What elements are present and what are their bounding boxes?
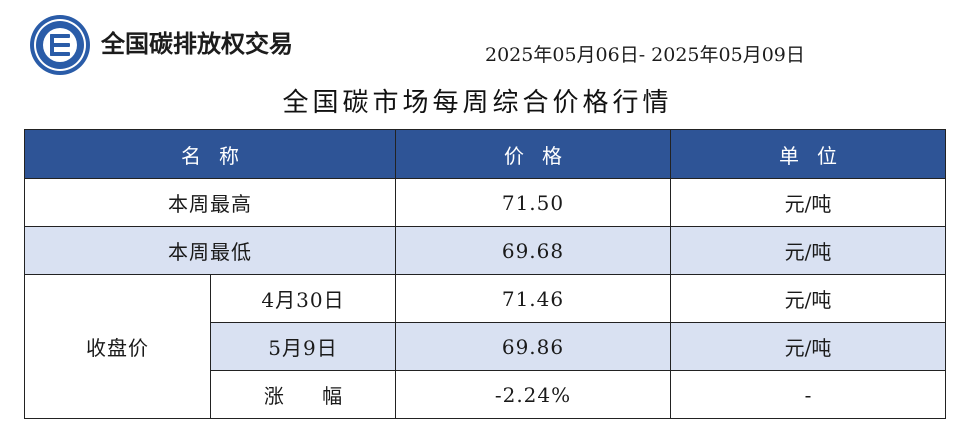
- closing-price-group-label: 收盘价: [24, 274, 211, 419]
- change-label: 涨 幅: [210, 370, 396, 419]
- row-label-weekly-low: 本周最低: [24, 226, 396, 275]
- table-row-close-may9: 5月9日 69.86 元/吨: [25, 322, 946, 371]
- close-price-may9: 69.86: [395, 322, 671, 371]
- close-date-may9: 5月9日: [210, 322, 396, 371]
- carbon-exchange-logo-icon: [30, 15, 90, 75]
- table-header-row: 名称 价格 单位: [24, 129, 946, 179]
- row-label-weekly-high: 本周最高: [24, 178, 396, 227]
- column-header-unit: 单位: [670, 129, 946, 179]
- column-header-name: 名称: [24, 129, 396, 179]
- date-range: 2025年05月06日- 2025年05月09日: [485, 44, 805, 66]
- change-value: -2.24%: [395, 370, 671, 419]
- close-date-apr30: 4月30日: [210, 274, 396, 323]
- price-table: 名称 价格 单位 本周最高 71.50 元/吨 本周最低 69.68 元/吨 收…: [24, 129, 946, 419]
- table-row-close-apr30: 收盘价 4月30日 71.46 元/吨: [24, 274, 946, 419]
- close-unit-may9: 元/吨: [670, 322, 946, 371]
- table-row-weekly-low: 本周最低 69.68 元/吨: [24, 226, 946, 275]
- table-row-weekly-high: 本周最高 71.50 元/吨: [24, 178, 946, 227]
- unit-weekly-low: 元/吨: [670, 226, 946, 275]
- table-row-change: 涨 幅 -2.24% -: [25, 370, 946, 419]
- page-title: 全国碳市场每周综合价格行情: [282, 88, 673, 118]
- close-unit-apr30: 元/吨: [670, 274, 946, 323]
- change-unit: -: [670, 370, 946, 419]
- unit-weekly-high: 元/吨: [670, 178, 946, 227]
- price-weekly-high: 71.50: [395, 178, 671, 227]
- close-price-apr30: 71.46: [395, 274, 671, 323]
- price-weekly-low: 69.68: [395, 226, 671, 275]
- column-header-price: 价格: [395, 129, 671, 179]
- brand-name: 全国碳排放权交易: [101, 30, 293, 58]
